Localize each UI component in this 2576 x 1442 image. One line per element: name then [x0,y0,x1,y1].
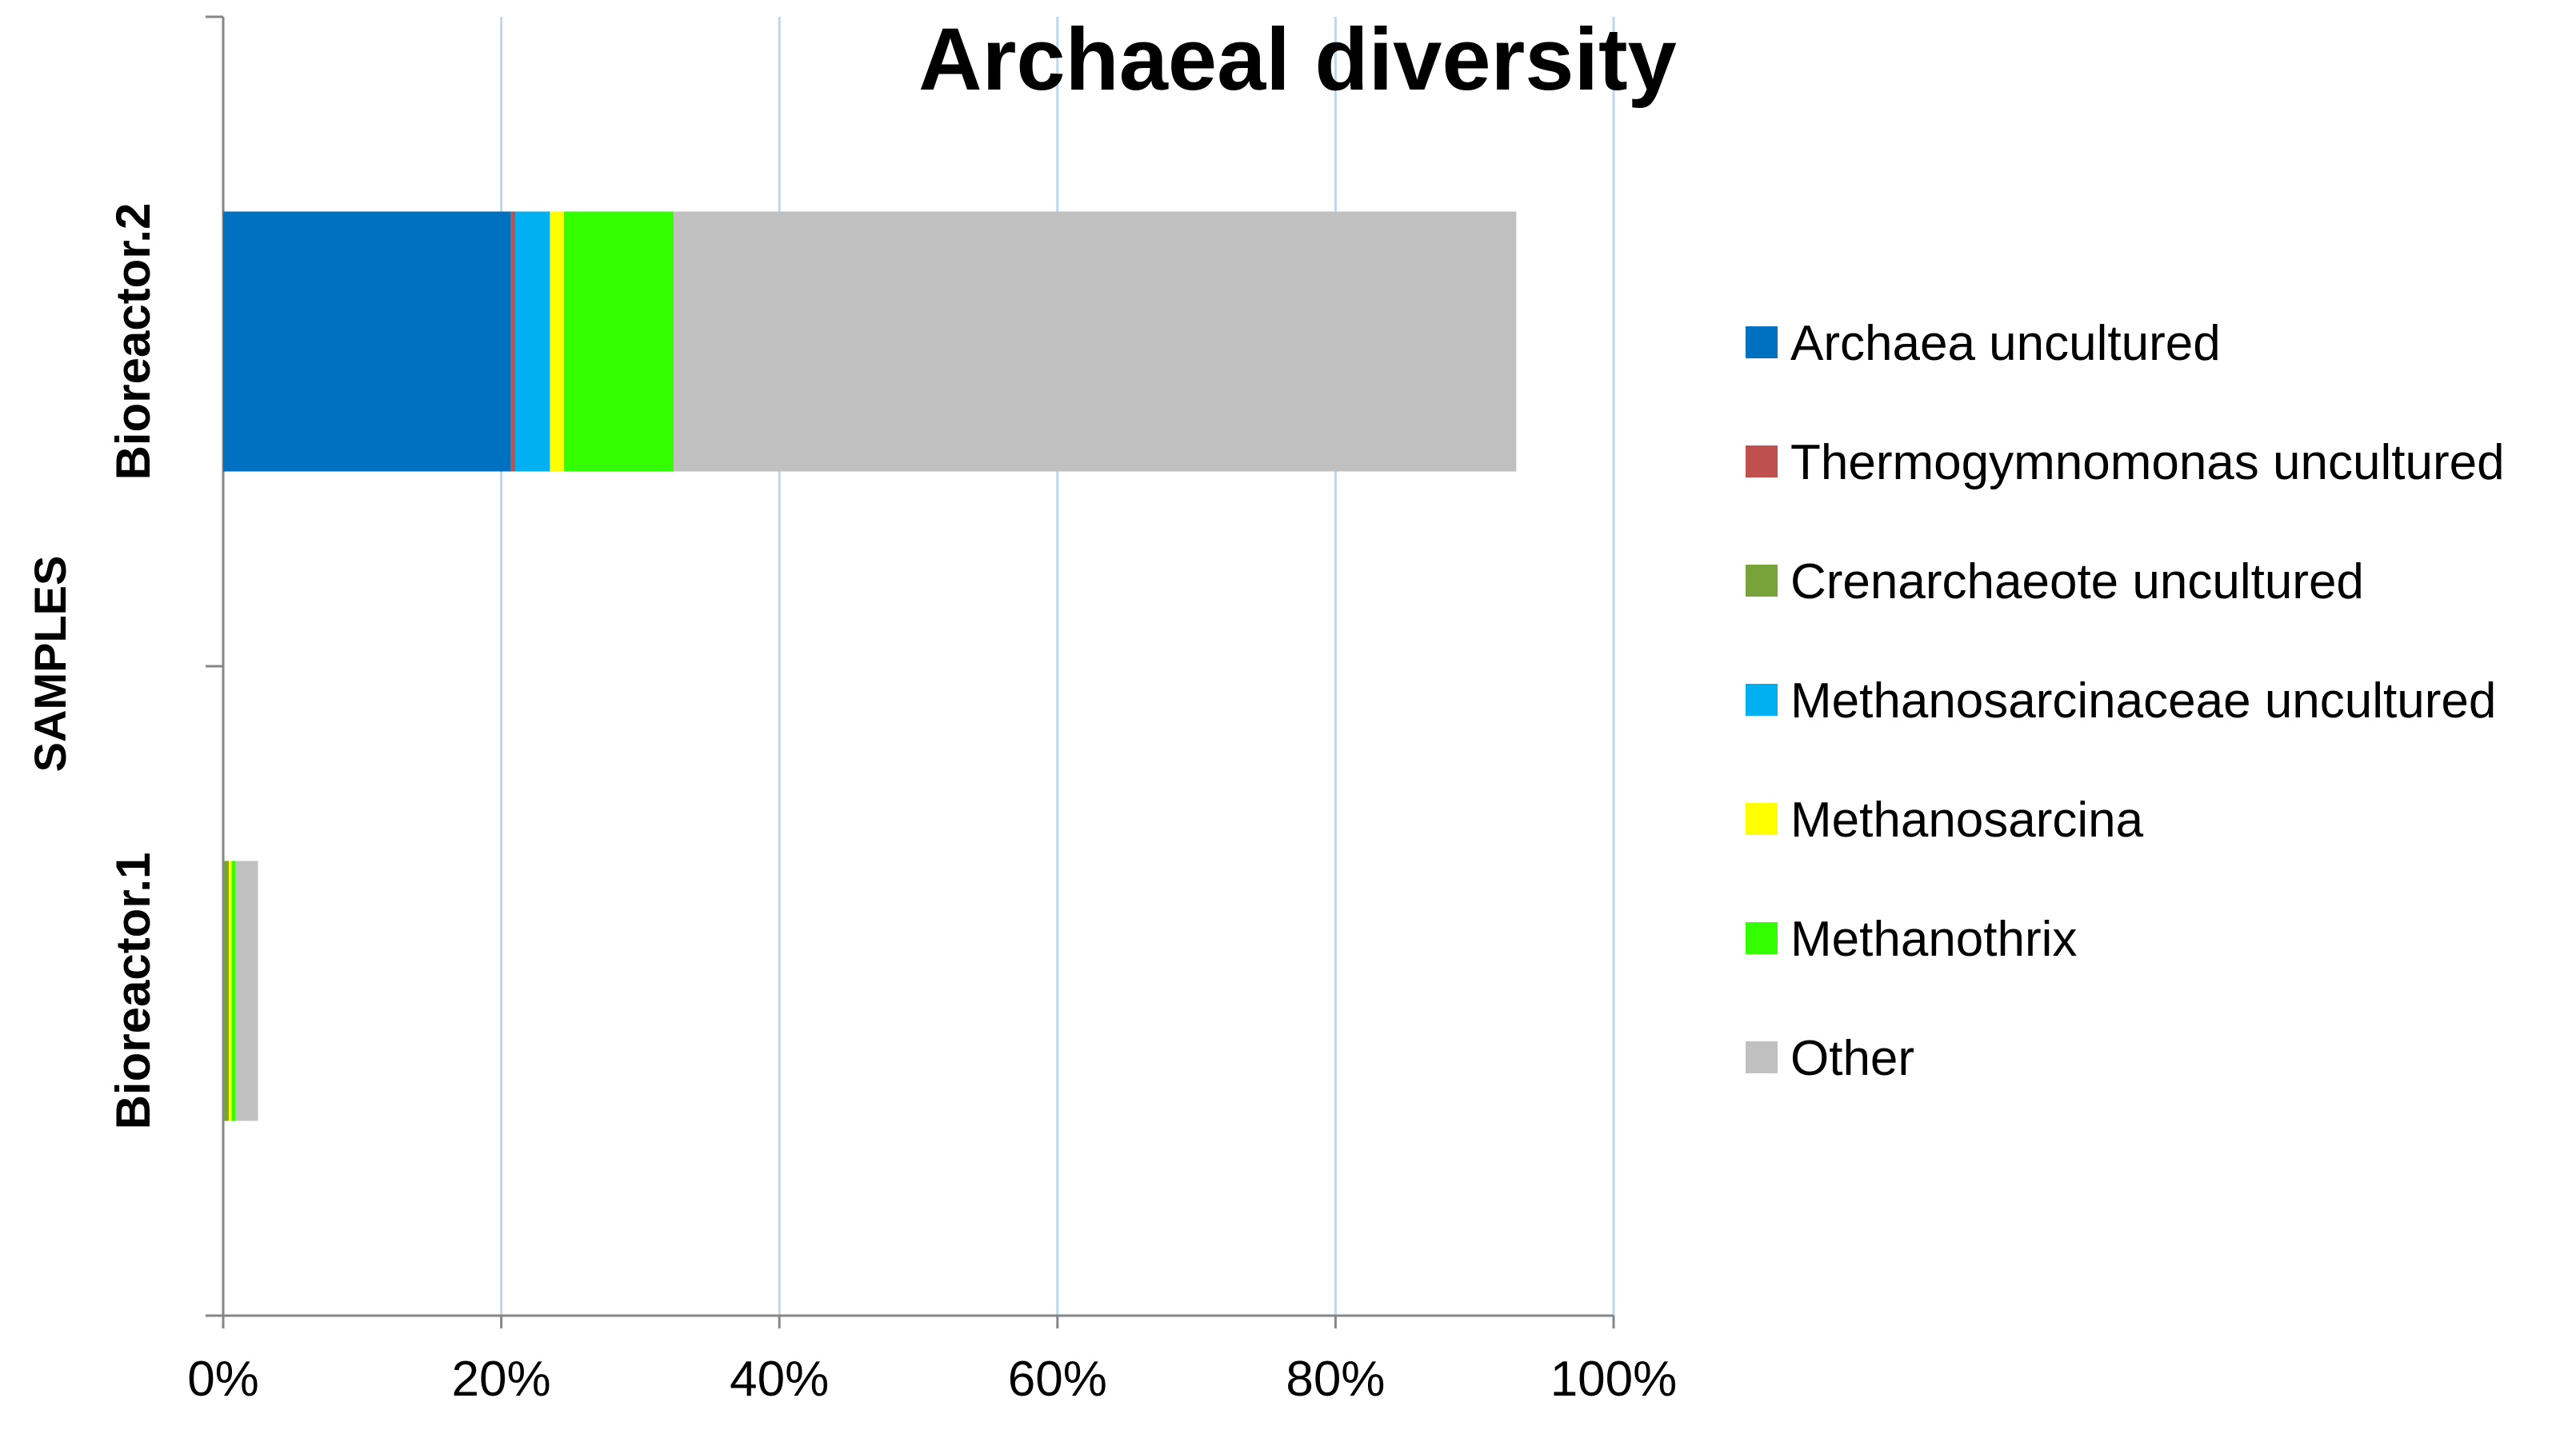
bar-segment [514,211,550,472]
x-tick-label: 100% [1550,1352,1678,1407]
x-tick-label: 20% [452,1352,551,1407]
legend-label: Crenarchaeote uncultured [1790,554,2364,609]
x-tick-label: 80% [1286,1352,1385,1407]
legend-swatch [1746,1041,1778,1073]
legend-label: Methanothrix [1790,912,2077,967]
legend-swatch [1746,684,1778,716]
legend-label: Archaea uncultured [1790,316,2221,371]
legend-layer: Archaea uncultured Thermogymnomonas uncul… [1746,316,2505,1086]
x-tick-label: 0% [187,1352,259,1407]
legend-label: Methanosarcina [1790,793,2144,848]
bar-layer [223,211,1517,1121]
legend-swatch [1746,445,1778,477]
bar-segment [550,211,564,472]
bar-segment [563,211,674,472]
legend-swatch [1746,803,1778,835]
bar-segment [674,211,1517,472]
bar-segment [223,211,511,472]
legend-swatch [1746,922,1778,954]
label-layer: 0% 20% 40% 60% 80% 100% Bioreactor.2 Bioreactor… [106,203,1677,1407]
legend-label: Other [1790,1031,1914,1086]
bar-segment [231,861,236,1121]
y-category-label: Bioreactor.1 [106,853,160,1130]
y-axis-title: SAMPLES [25,556,75,773]
bar-segment [223,861,229,1121]
legend-swatch [1746,326,1778,358]
bar-segment [510,211,515,472]
y-category-label: Bioreactor.2 [106,203,160,481]
legend-label: Methanosarcinaceae uncultured [1790,673,2496,729]
legend-swatch [1746,565,1778,597]
bar-segment [235,861,258,1121]
legend-label: Thermogymnomonas uncultured [1790,435,2505,490]
chart-title: Archaeal diversity [918,10,1677,109]
bar-segment [228,861,232,1121]
x-tick-label: 60% [1008,1352,1107,1407]
x-tick-label: 40% [730,1352,829,1407]
